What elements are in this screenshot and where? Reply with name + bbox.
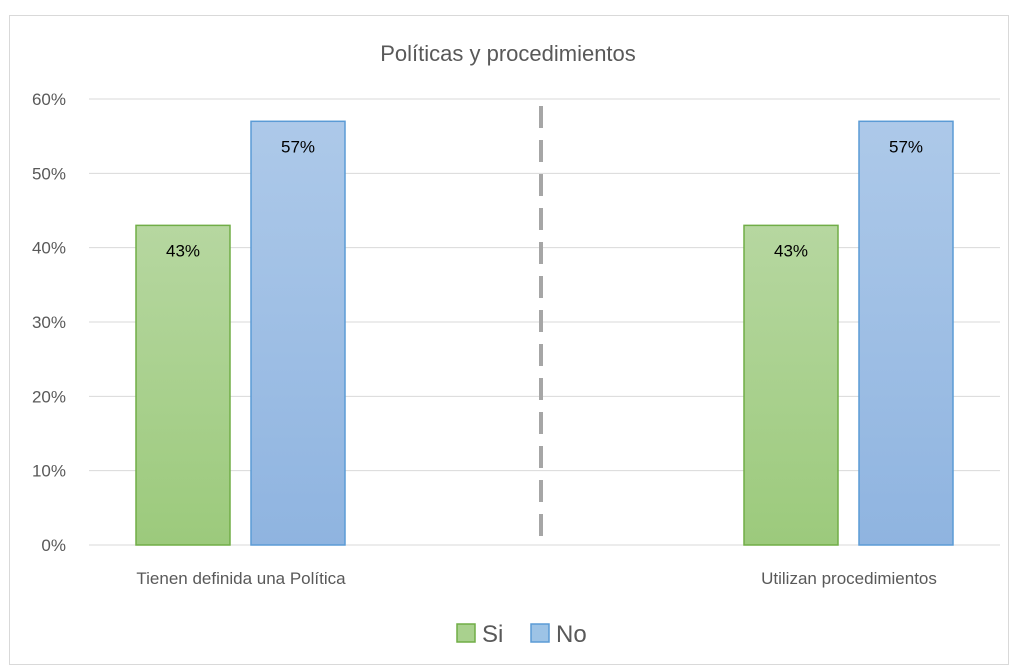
x-axis: Tienen definida una Política Utilizan pro… bbox=[136, 569, 936, 588]
data-label: 43% bbox=[774, 241, 808, 260]
category-label: Tienen definida una Política bbox=[136, 569, 346, 588]
legend: Si No bbox=[456, 621, 587, 648]
bars bbox=[135, 120, 954, 546]
gridlines bbox=[89, 98, 1000, 546]
bar-si-1 bbox=[743, 224, 839, 546]
y-axis: 0% 10% 20% 30% 40% 50% 60% bbox=[32, 90, 66, 555]
y-tick-label: 20% bbox=[32, 387, 66, 406]
y-tick-label: 40% bbox=[32, 239, 66, 258]
chart-title: Políticas y procedimientos bbox=[380, 41, 636, 66]
legend-swatch-no bbox=[530, 623, 550, 643]
data-labels: 43% 57% 43% 57% bbox=[166, 137, 923, 260]
y-tick-label: 30% bbox=[32, 313, 66, 332]
y-tick-label: 60% bbox=[32, 90, 66, 109]
legend-label-no: No bbox=[556, 621, 587, 648]
bar-no-1 bbox=[858, 120, 954, 546]
data-label: 57% bbox=[889, 137, 923, 156]
legend-swatch-si bbox=[456, 623, 476, 643]
bar-si-0 bbox=[135, 224, 231, 546]
data-label: 43% bbox=[166, 241, 200, 260]
y-tick-label: 10% bbox=[32, 462, 66, 481]
bar-no-0 bbox=[250, 120, 346, 546]
legend-label-si: Si bbox=[482, 621, 503, 648]
y-tick-label: 0% bbox=[41, 536, 66, 555]
category-label: Utilizan procedimientos bbox=[761, 569, 937, 588]
data-label: 57% bbox=[281, 137, 315, 156]
y-tick-label: 50% bbox=[32, 164, 66, 183]
